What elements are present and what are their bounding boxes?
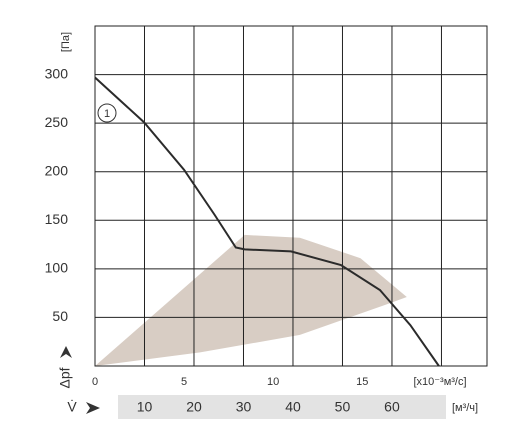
plot-frame [94, 25, 488, 367]
curve [94, 76, 440, 367]
x-label: [x10⁻³м³/с] [413, 376, 466, 388]
x-tick-label: 15 [356, 376, 368, 388]
x2-tick-label: 10 [137, 399, 153, 415]
y-tick-label: 150 [45, 211, 69, 227]
x2-tick-label: 50 [335, 399, 351, 415]
x-tick-label: 10 [267, 376, 279, 388]
x2-arrow [86, 402, 100, 414]
y-tick-label: 250 [45, 114, 69, 130]
y-arrow [60, 346, 72, 358]
annotation: 1 [104, 108, 110, 120]
x2-label: [м³/ч] [452, 402, 478, 414]
y-label: [Па] [60, 32, 72, 52]
x2-band [118, 395, 446, 419]
x2-symbol: V̇ [67, 399, 77, 415]
annotation-circle [97, 103, 117, 123]
x-tick-label: 5 [181, 376, 187, 388]
x2-tick-label: 20 [186, 399, 202, 415]
y-arrow-label: Δpf [57, 367, 73, 388]
x2-tick-label: 30 [236, 399, 252, 415]
x-tick-label: 0 [92, 376, 98, 388]
x2-tick-label: 40 [285, 399, 301, 415]
y-tick-label: 300 [45, 65, 69, 81]
operating-area [95, 234, 407, 366]
y-tick-label: 50 [52, 308, 68, 324]
y-tick-label: 100 [45, 260, 69, 276]
x2-tick-label: 60 [384, 399, 400, 415]
y-tick-label: 200 [45, 162, 69, 178]
